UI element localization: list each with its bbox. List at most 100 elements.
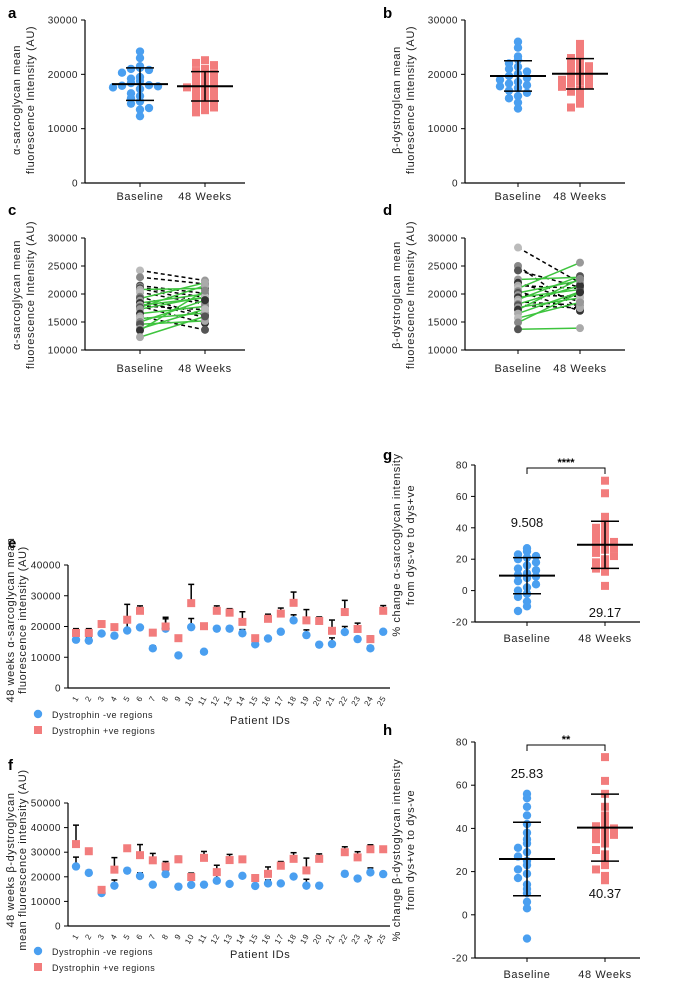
data-point [72,840,80,849]
data-point [558,82,566,91]
data-point [513,592,523,602]
data-point [353,853,362,862]
paired-line [139,308,206,330]
data-point [567,71,575,80]
y-axis-label: α-sarcoglycan mean [11,240,23,350]
panel-h: h -20 0 20 40 60 80 % change β-dystoglycan inte… [383,722,640,981]
patient-id-label: 23 [350,932,363,945]
data-point [276,861,285,870]
data-point [110,865,119,874]
data-point [199,647,209,656]
y-axis-label: from dys+ve to dys-ve [405,790,417,911]
y-tick-label: 60 [456,781,468,792]
legend-label: Dystrophin +ve regions [52,963,155,973]
data-point [315,616,324,625]
data-point [135,105,145,114]
y-tick-label: 30000 [428,234,458,245]
week48-point [576,274,584,283]
legend-label: Dystrophin +ve regions [52,726,155,736]
patient-id-label: 10 [183,932,196,945]
y-tick-label: 10000 [31,653,61,664]
data-point [531,565,541,575]
y-tick-label: 10000 [428,124,458,135]
paired-line [517,291,581,324]
data-point [97,620,106,629]
y-axis-label: 48 weeks β-dystroglycan [5,792,17,927]
data-point [71,862,81,871]
data-point [592,558,600,567]
baseline-point [514,266,522,275]
week48-point [201,325,209,334]
x-tick-label: 48 Weeks [578,633,632,645]
data-point [135,53,145,63]
data-point [126,64,136,74]
data-point [174,882,183,891]
data-point [123,615,132,624]
data-point [379,627,388,636]
y-tick-label: 50000 [31,799,61,810]
data-point [201,56,209,65]
data-point [148,856,157,865]
data-point [353,634,362,644]
x-tick-label: 48 Weeks [578,969,632,981]
patient-id-label: 17 [273,932,286,945]
data-point [513,43,523,52]
data-point [366,845,375,854]
y-tick-label: 20000 [31,622,61,633]
data-point [135,111,145,121]
patient-id-label: 16 [260,932,273,945]
y-tick-label: 0 [452,179,458,190]
week48-point [576,288,584,297]
data-point [601,512,609,521]
y-tick-label: 30000 [31,848,61,859]
data-point [522,67,532,76]
data-point [601,861,609,870]
data-point [212,624,221,633]
panel-e: e 0 10000 20000 30000 40000 48 weeks α-sarcogl… [5,535,390,736]
data-point [192,87,200,96]
data-point [504,94,514,103]
y-tick-label: 10000 [31,897,61,908]
data-point [601,567,609,576]
baseline-point [136,333,144,342]
y-tick-label: 0 [462,910,468,921]
data-point [610,830,618,839]
data-point [148,644,157,653]
x-tick-label: 48 Weeks [178,191,232,203]
data-point [71,635,81,644]
panel-d: d 10000 15000 20000 25000 30000 β-dystroglcan … [383,202,625,375]
mean-value-label: 25.83 [511,766,544,781]
y-tick-label: 40000 [31,823,61,834]
paired-line [139,312,206,320]
y-tick-label: 25000 [48,262,78,273]
patient-id-label: 4 [109,694,119,703]
data-point [379,606,388,615]
patient-id-label: 15 [247,932,260,945]
data-point [522,897,532,907]
week48-point [201,305,209,314]
data-point [276,879,285,888]
data-point [251,881,260,891]
mean-value-label: 40.37 [589,886,622,901]
data-point [212,606,221,615]
data-point [495,75,505,84]
panel-g: g -20 0 20 40 60 80 % change α-sarcoglycan inte… [383,447,640,645]
panel-letter: g [383,447,392,464]
patient-id-label: 25 [375,694,388,707]
patient-id-label: 16 [260,694,273,707]
data-point [513,564,523,573]
data-point [610,552,618,561]
y-tick-label: 0 [55,922,61,933]
patient-id-label: 4 [109,932,119,941]
y-tick-label: 40000 [31,561,61,572]
y-axis-label: % change β-dystoglycan intensity [391,759,403,942]
panel-letter: f [8,757,14,774]
data-point [513,843,523,853]
data-point [144,65,154,75]
data-point [592,828,600,837]
patient-id-label: 22 [337,932,350,945]
data-point [567,87,575,96]
panel-letter: c [8,202,16,219]
data-point [84,868,94,878]
